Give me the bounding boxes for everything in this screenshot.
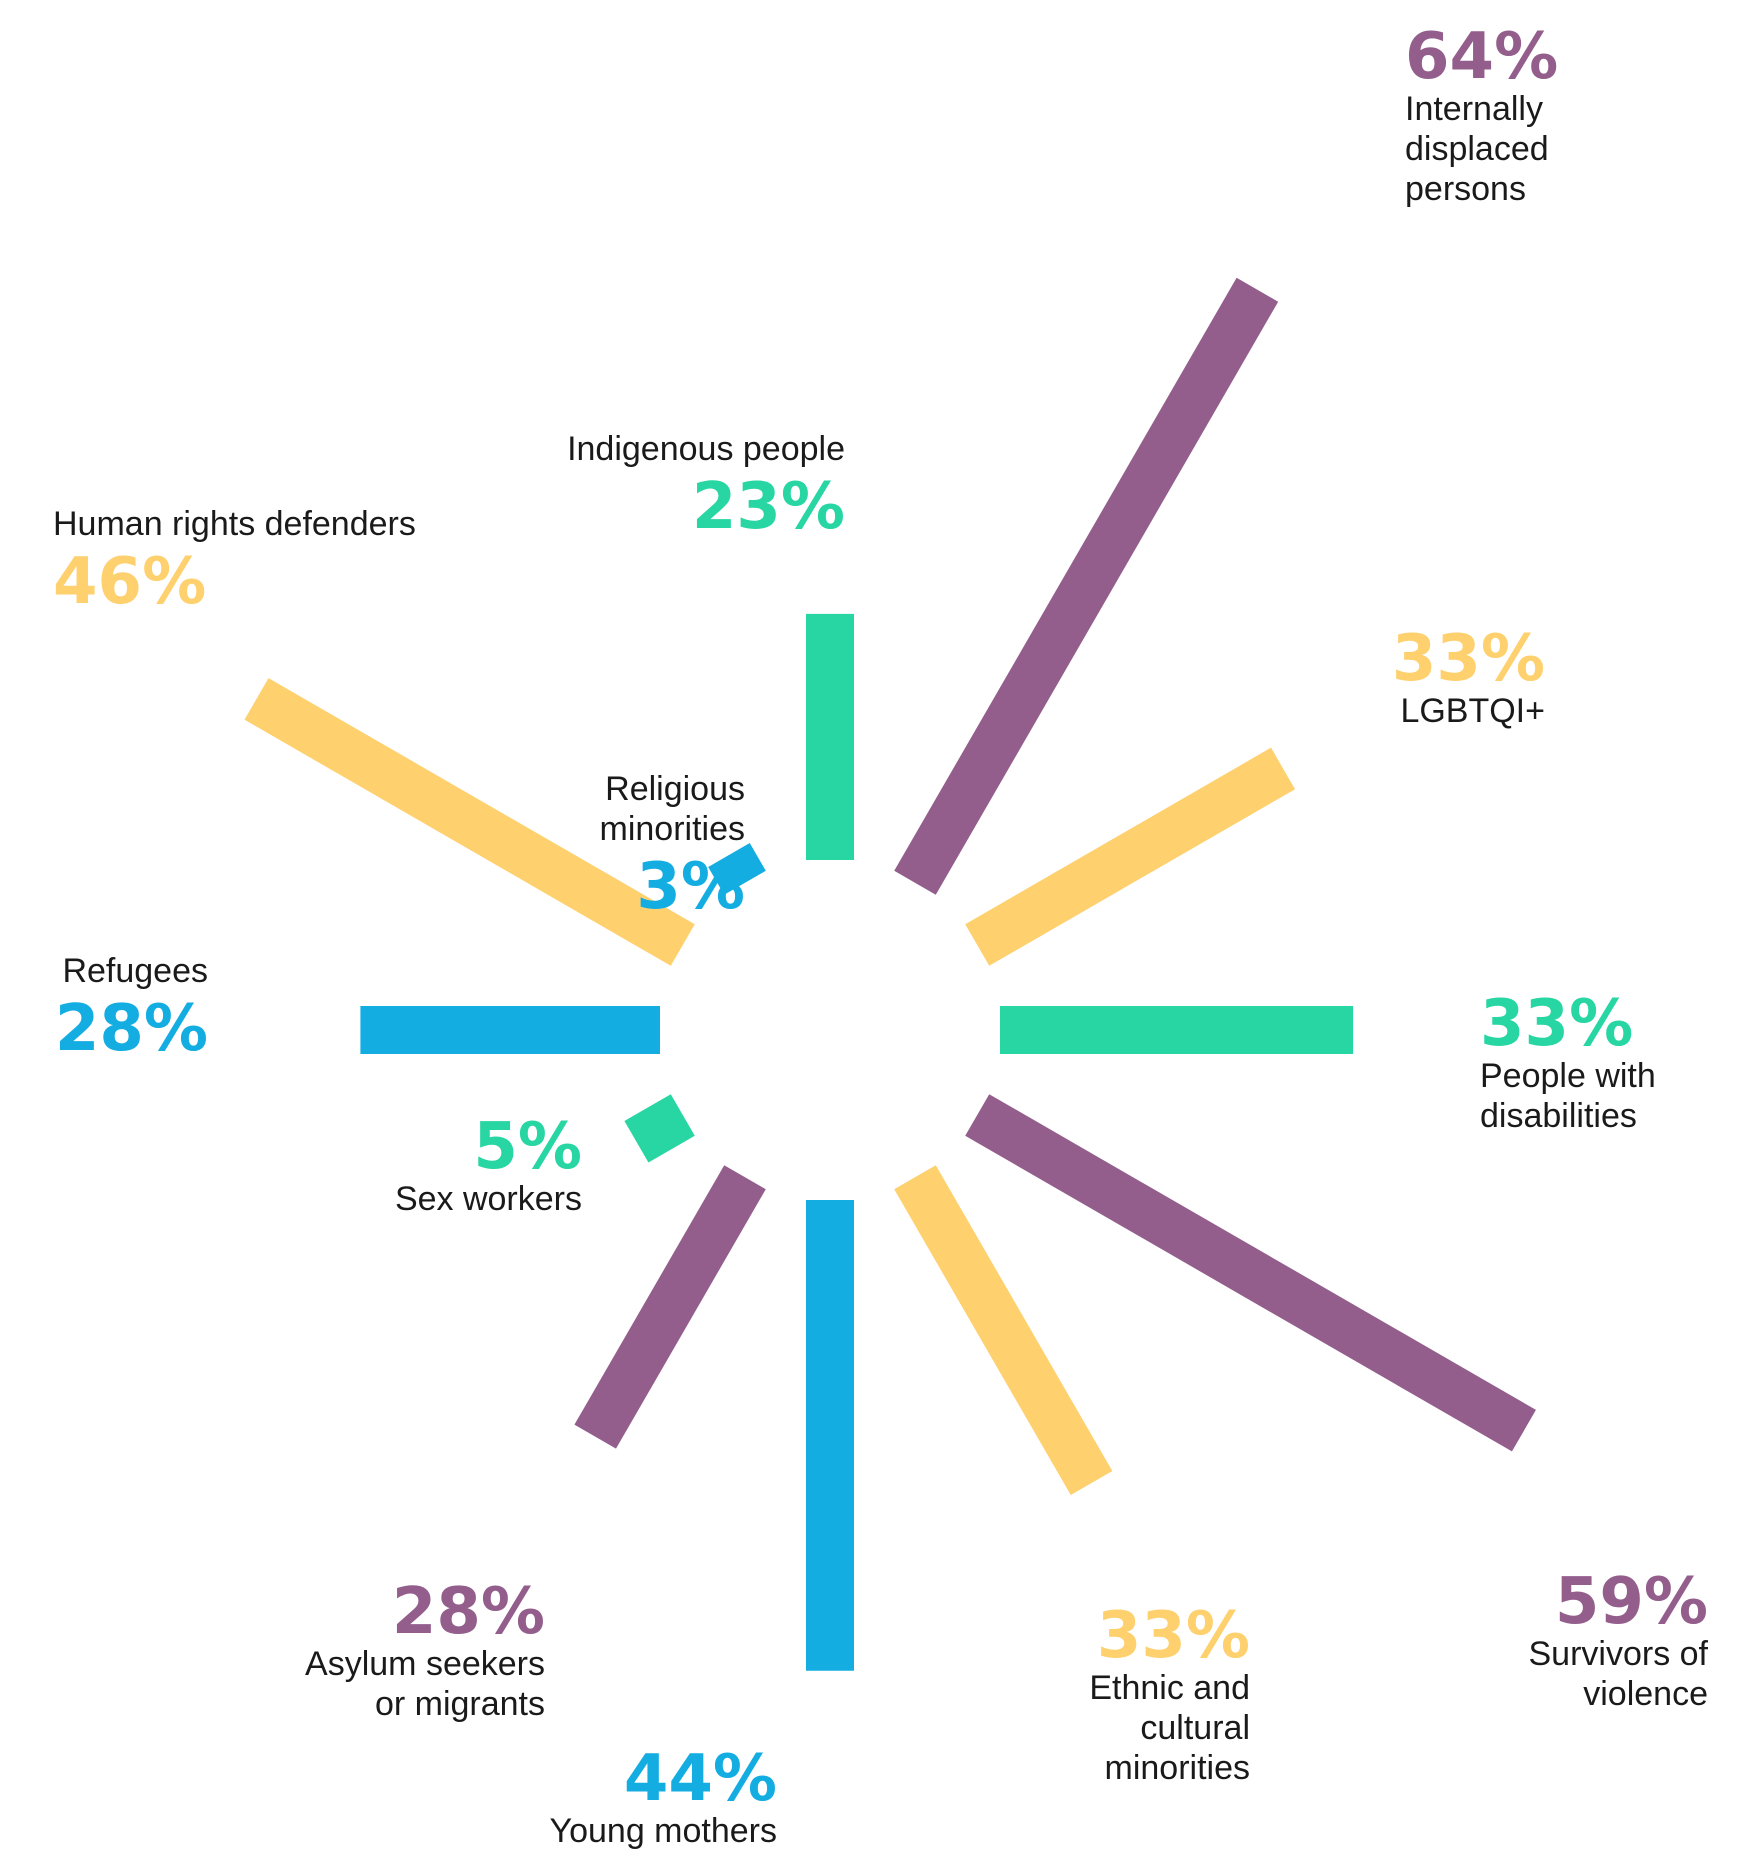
category-label: Ethnic and <box>1089 1669 1250 1707</box>
category-label: Survivors of <box>1529 1635 1709 1673</box>
value-label: 33% <box>1097 1599 1250 1673</box>
category-label: persons <box>1405 170 1526 208</box>
category-label: Asylum seekers <box>305 1645 545 1683</box>
value-label: 64% <box>1405 20 1558 94</box>
bar-religious-minorities <box>708 842 766 895</box>
category-label: minorities <box>600 810 745 848</box>
bar-ethnic-and-cultural-minorities <box>894 1165 1113 1496</box>
category-label: Internally <box>1405 90 1543 128</box>
value-label: 28% <box>392 1575 545 1649</box>
value-label: 3% <box>636 850 745 924</box>
bar-internally-displaced-persons <box>894 277 1279 895</box>
category-label: violence <box>1583 1675 1708 1713</box>
bar-asylum-seekers-or-migrants <box>574 1165 766 1449</box>
bar-sex-workers <box>624 1094 695 1163</box>
bar-human-rights-defenders <box>244 678 695 966</box>
category-label: displaced <box>1405 130 1549 168</box>
bar-lgbtqi <box>965 747 1296 966</box>
category-label: cultural <box>1140 1709 1250 1747</box>
category-label: People with <box>1480 1057 1656 1095</box>
category-label: Young mothers <box>550 1812 777 1850</box>
value-label: 5% <box>473 1110 582 1184</box>
value-label: 59% <box>1555 1565 1708 1639</box>
category-label: Refugees <box>62 952 208 990</box>
category-label: Sex workers <box>395 1180 582 1218</box>
category-label: Indigenous people <box>567 430 845 468</box>
category-label: Religious <box>605 770 745 808</box>
bars-group <box>244 277 1536 1671</box>
value-label: 33% <box>1392 622 1545 696</box>
category-label: disabilities <box>1480 1097 1637 1135</box>
value-label: 28% <box>55 992 208 1066</box>
value-label: 46% <box>53 545 206 619</box>
category-label: or migrants <box>375 1685 545 1723</box>
value-label: 44% <box>624 1742 777 1816</box>
value-label: 33% <box>1480 987 1633 1061</box>
bar-survivors-of-violence <box>965 1094 1536 1452</box>
category-label: LGBTQI+ <box>1400 692 1545 730</box>
category-label: minorities <box>1105 1749 1250 1787</box>
value-label: 23% <box>692 470 845 544</box>
category-label: Human rights defenders <box>53 505 416 543</box>
